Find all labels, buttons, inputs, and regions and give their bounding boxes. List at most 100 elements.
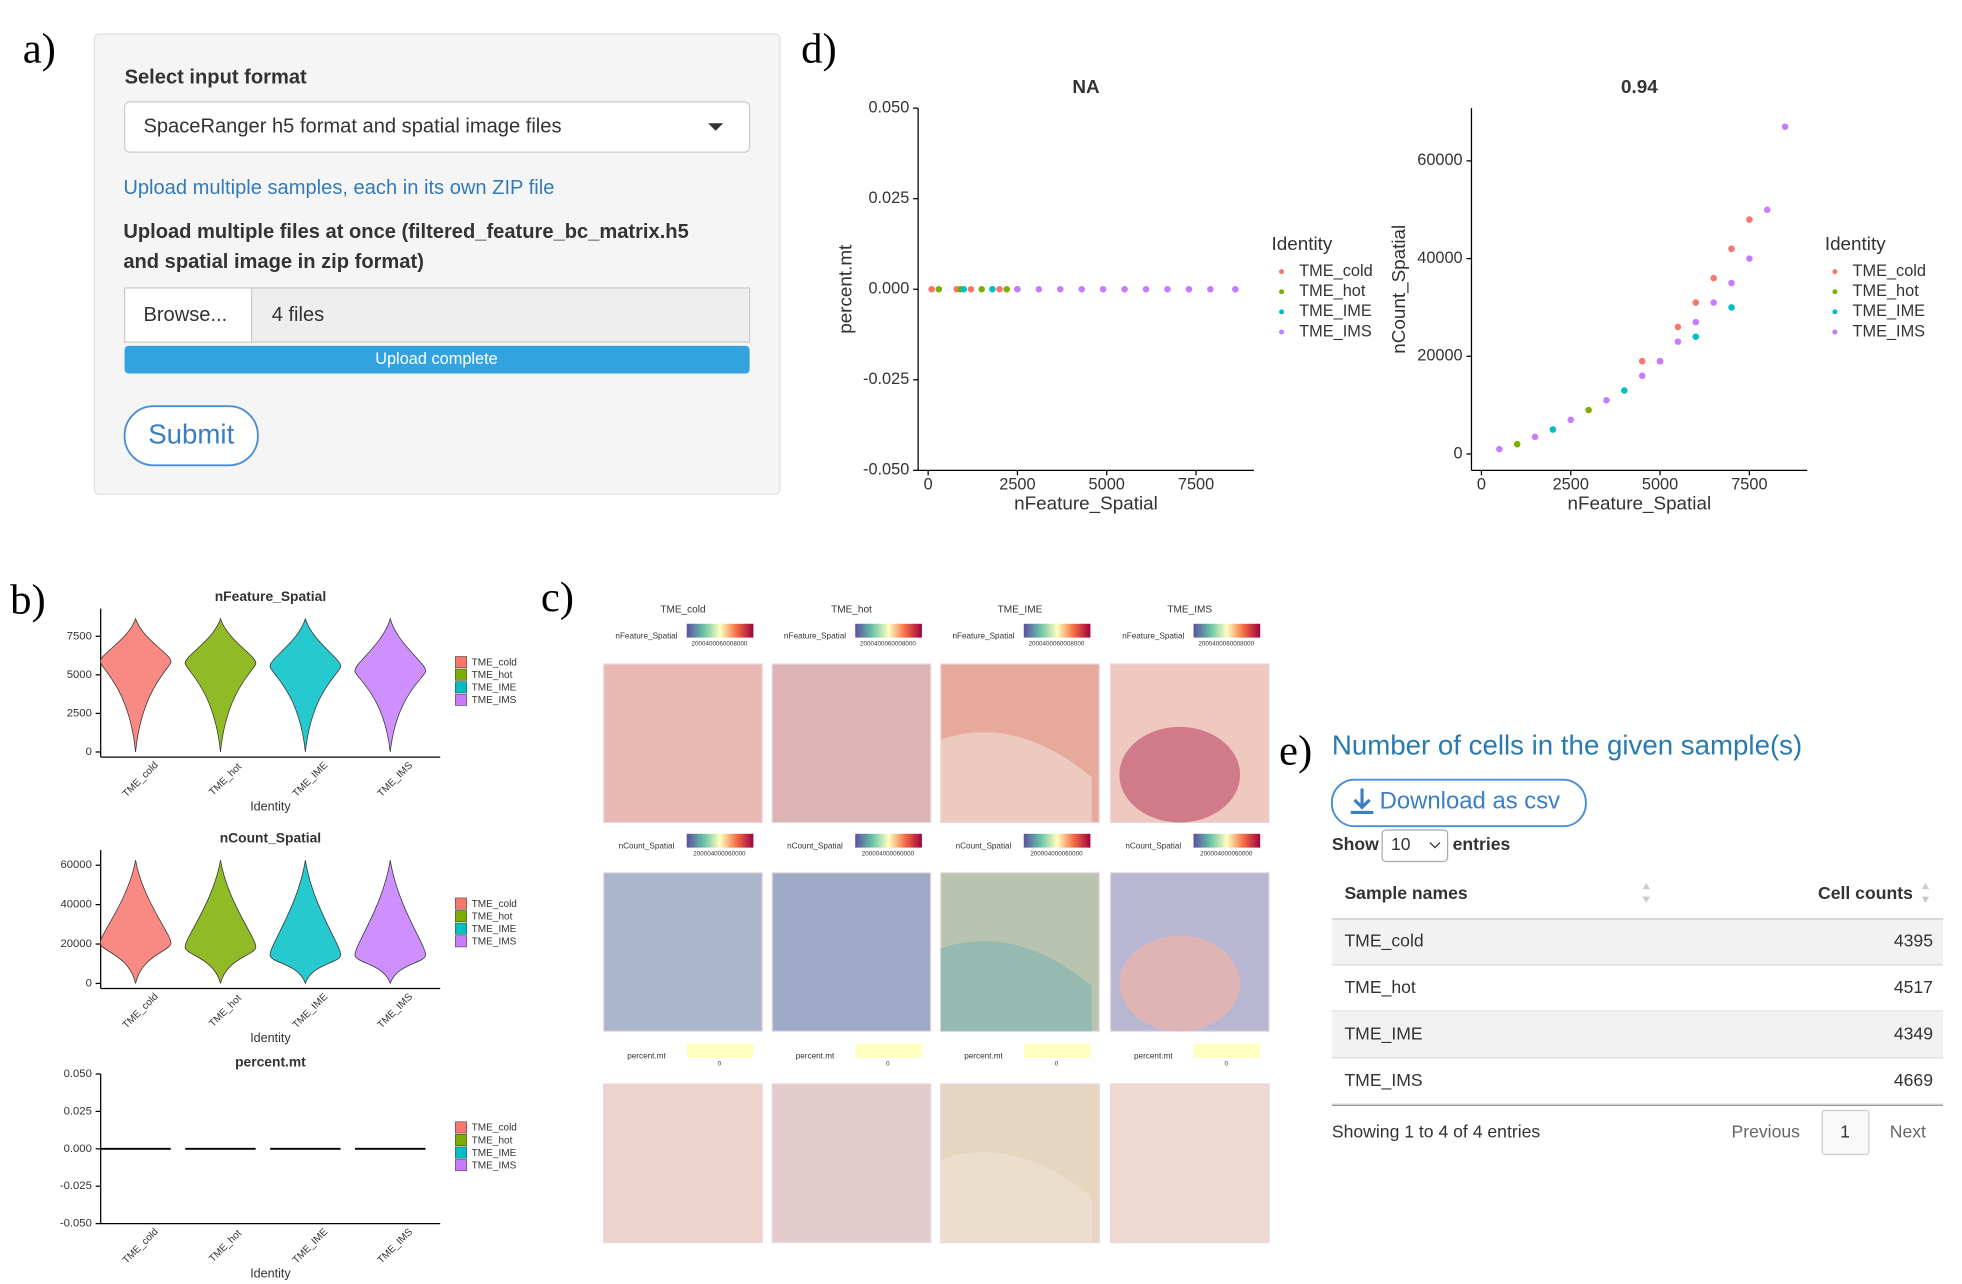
page-number[interactable]: 1 bbox=[1840, 1122, 1850, 1142]
violin bbox=[354, 860, 426, 985]
legend-title: Identity bbox=[1825, 233, 1886, 254]
legend-key bbox=[455, 1146, 467, 1159]
legend-key bbox=[1279, 309, 1285, 315]
x-tick-label: TME_IME bbox=[291, 1226, 331, 1266]
point bbox=[960, 285, 968, 293]
point bbox=[928, 285, 935, 293]
tissue-image bbox=[771, 663, 932, 824]
help-link[interactable]: Upload multiple samples, each in its own… bbox=[123, 177, 554, 199]
x-tick-label: 0 bbox=[1477, 476, 1486, 494]
legend-label: TME_hot bbox=[472, 911, 513, 922]
page-size[interactable]: 10 bbox=[1391, 834, 1411, 854]
y-tick-label: 0 bbox=[1454, 444, 1463, 462]
legend-label: TME_cold bbox=[472, 899, 517, 910]
feature-label: percent.mt bbox=[796, 1052, 835, 1061]
scale-label: 0 bbox=[1224, 1061, 1228, 1068]
x-tick-label: TME_cold bbox=[121, 760, 161, 800]
legend-title: Identity bbox=[1272, 233, 1333, 254]
legend-label: TME_IMS bbox=[472, 1160, 517, 1171]
point bbox=[1099, 285, 1107, 293]
violin bbox=[99, 617, 172, 753]
legend-label: TME_IME bbox=[472, 924, 517, 935]
color-bar bbox=[686, 623, 754, 638]
sample-title: TME_IME bbox=[998, 605, 1043, 616]
browse-text[interactable]: Browse... bbox=[143, 304, 227, 326]
point bbox=[1121, 285, 1128, 293]
color-bar bbox=[1023, 833, 1091, 848]
legend-key bbox=[455, 693, 467, 706]
page-button[interactable] bbox=[1821, 1109, 1870, 1156]
color-bar bbox=[686, 833, 754, 848]
tissue-image bbox=[603, 872, 763, 1032]
panel-label: d) bbox=[801, 26, 837, 73]
legend-label: TME_IMS bbox=[472, 937, 517, 948]
select-arrow bbox=[1429, 842, 1441, 849]
point bbox=[1014, 285, 1021, 293]
point bbox=[1692, 299, 1700, 306]
point bbox=[1142, 285, 1150, 293]
legend-label: TME_IMS bbox=[1853, 322, 1926, 340]
x-tick-label: 2500 bbox=[1553, 476, 1589, 494]
panel-label: b) bbox=[10, 576, 46, 623]
panel-label: c) bbox=[541, 574, 574, 621]
color-bar bbox=[1023, 1043, 1091, 1058]
x-tick-label: 2500 bbox=[999, 476, 1035, 494]
point bbox=[996, 285, 1003, 293]
submit-text[interactable]: Submit bbox=[148, 419, 234, 450]
legend-label: TME_IME bbox=[1853, 302, 1926, 320]
point bbox=[1728, 304, 1735, 311]
chart-title: 0.94 bbox=[1621, 76, 1658, 97]
tissue-image bbox=[603, 1083, 763, 1244]
download-button[interactable] bbox=[1330, 778, 1587, 828]
download-text[interactable]: Download as csv bbox=[1380, 788, 1561, 815]
point bbox=[1035, 285, 1043, 293]
next-button[interactable]: Next bbox=[1890, 1122, 1926, 1142]
table-title: Number of cells in the given sample(s) bbox=[1332, 729, 1802, 760]
legend-label: TME_hot bbox=[472, 670, 513, 681]
file-field bbox=[250, 287, 751, 343]
point bbox=[1656, 357, 1664, 365]
file-count: 4 files bbox=[272, 304, 325, 326]
table-row bbox=[1331, 919, 1944, 966]
column-header[interactable]: Sample names bbox=[1344, 883, 1467, 903]
select-value[interactable]: SpaceRanger h5 format and spatial image … bbox=[143, 115, 561, 137]
x-tick-label: TME_IME bbox=[291, 991, 331, 1031]
select-box[interactable] bbox=[123, 101, 751, 153]
x-tick-label: TME_hot bbox=[207, 993, 244, 1030]
scale-label: 2000400060008000 bbox=[1198, 641, 1254, 648]
dropdown-arrow bbox=[708, 123, 724, 131]
x-tick-label: 5000 bbox=[1642, 476, 1678, 494]
feature-label: nCount_Spatial bbox=[956, 842, 1012, 851]
legend-label: TME_cold bbox=[1853, 262, 1927, 280]
point bbox=[935, 285, 943, 293]
point bbox=[1003, 285, 1010, 293]
legend-label: TME_IME bbox=[472, 1148, 517, 1159]
feature-label: nCount_Spatial bbox=[619, 842, 675, 851]
point bbox=[1638, 372, 1646, 380]
point bbox=[1728, 279, 1735, 287]
submit-button[interactable] bbox=[123, 405, 259, 467]
legend-key bbox=[1279, 269, 1285, 275]
feature-label: nFeature_Spatial bbox=[784, 631, 846, 640]
feature-label: percent.mt bbox=[627, 1052, 666, 1061]
y-tick-label: 40000 bbox=[60, 899, 91, 911]
feature-label: nCount_Spatial bbox=[1125, 842, 1181, 851]
point bbox=[1496, 445, 1503, 453]
legend-key bbox=[455, 1121, 467, 1134]
x-tick-label: TME_IMS bbox=[376, 991, 416, 1031]
color-bar bbox=[855, 833, 922, 848]
point bbox=[1710, 299, 1717, 306]
x-tick-label: TME_IMS bbox=[376, 760, 416, 800]
y-tick-label: 0.050 bbox=[64, 1068, 92, 1080]
previous-button[interactable]: Previous bbox=[1732, 1122, 1801, 1142]
scale-label: 2000400060008000 bbox=[860, 641, 916, 648]
y-tick-label: -0.025 bbox=[863, 370, 909, 388]
page-size-select[interactable] bbox=[1381, 829, 1449, 863]
point bbox=[1692, 318, 1700, 326]
x-axis-label: nFeature_Spatial bbox=[1568, 492, 1712, 514]
x-tick-label: TME_IMS bbox=[376, 1226, 416, 1266]
tissue-image bbox=[1109, 1083, 1270, 1244]
browse-button[interactable] bbox=[123, 287, 253, 343]
column-header[interactable]: Cell counts bbox=[1818, 883, 1913, 903]
